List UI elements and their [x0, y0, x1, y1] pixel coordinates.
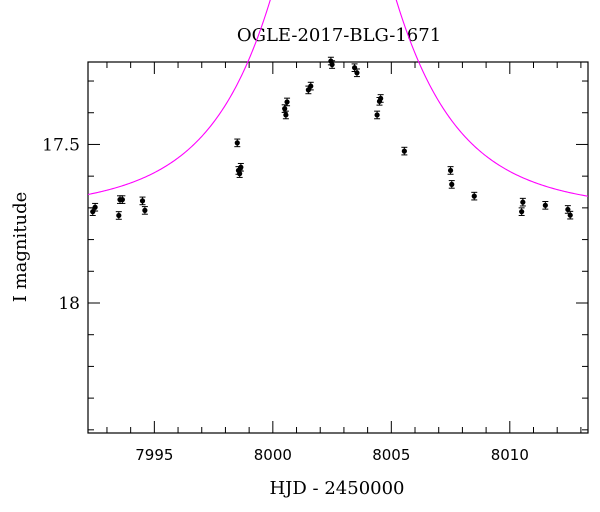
point-marker — [374, 112, 380, 118]
data-point — [519, 197, 526, 207]
y-tick-label: 18 — [58, 294, 80, 314]
data-point — [518, 207, 525, 216]
model-curve — [87, 0, 589, 197]
x-tick-label: 8000 — [254, 446, 292, 464]
x-axis-label: HJD - 2450000 — [269, 478, 404, 499]
point-marker — [401, 148, 407, 154]
point-marker — [519, 209, 525, 215]
point-marker — [378, 95, 384, 102]
point-marker — [520, 199, 526, 205]
data-point — [329, 60, 336, 69]
point-marker — [283, 112, 289, 118]
data-point — [401, 146, 408, 156]
point-marker — [92, 204, 98, 210]
point-marker — [447, 167, 454, 174]
data-point — [377, 94, 384, 103]
point-marker — [351, 65, 358, 71]
point-marker — [119, 197, 125, 203]
data-point — [471, 191, 478, 201]
data-point — [282, 110, 289, 120]
point-marker — [354, 70, 360, 76]
data-point — [307, 81, 314, 91]
x-tick-label: 7995 — [135, 446, 173, 464]
data-point — [448, 180, 455, 189]
data-point — [119, 195, 126, 204]
point-marker — [282, 106, 288, 112]
data-points-layer — [89, 56, 574, 220]
data-point — [284, 97, 291, 107]
model-curve-layer — [87, 0, 589, 197]
point-marker — [565, 206, 571, 213]
data-point — [115, 211, 122, 220]
point-marker — [90, 209, 96, 215]
data-point — [353, 68, 360, 78]
point-marker — [542, 202, 548, 208]
point-marker — [139, 198, 146, 204]
data-point — [237, 162, 244, 172]
data-point — [567, 210, 574, 220]
point-marker — [234, 140, 240, 146]
y-axis-label: I magnitude — [10, 192, 31, 303]
data-point — [447, 166, 454, 175]
point-marker — [237, 171, 243, 177]
x-tick-label: 8005 — [372, 446, 410, 464]
y-tick-label: 17.5 — [42, 135, 80, 155]
point-marker — [567, 212, 573, 218]
point-marker — [142, 207, 148, 213]
point-marker — [238, 164, 244, 170]
data-point — [374, 110, 381, 120]
axes: 79958000800580101717.518 — [42, 61, 589, 464]
point-marker — [116, 212, 122, 219]
point-marker — [329, 61, 335, 68]
chart-title: OGLE-2017-BLG-1671 — [237, 25, 441, 46]
data-point — [92, 202, 99, 212]
data-point — [542, 201, 549, 210]
point-marker — [284, 99, 290, 105]
data-point — [139, 196, 146, 206]
point-marker — [449, 181, 455, 187]
point-marker — [308, 83, 314, 89]
point-marker — [471, 193, 477, 199]
plot-frame — [87, 61, 589, 434]
data-point — [234, 138, 241, 148]
data-point — [141, 206, 148, 215]
x-tick-label: 8010 — [491, 446, 529, 464]
